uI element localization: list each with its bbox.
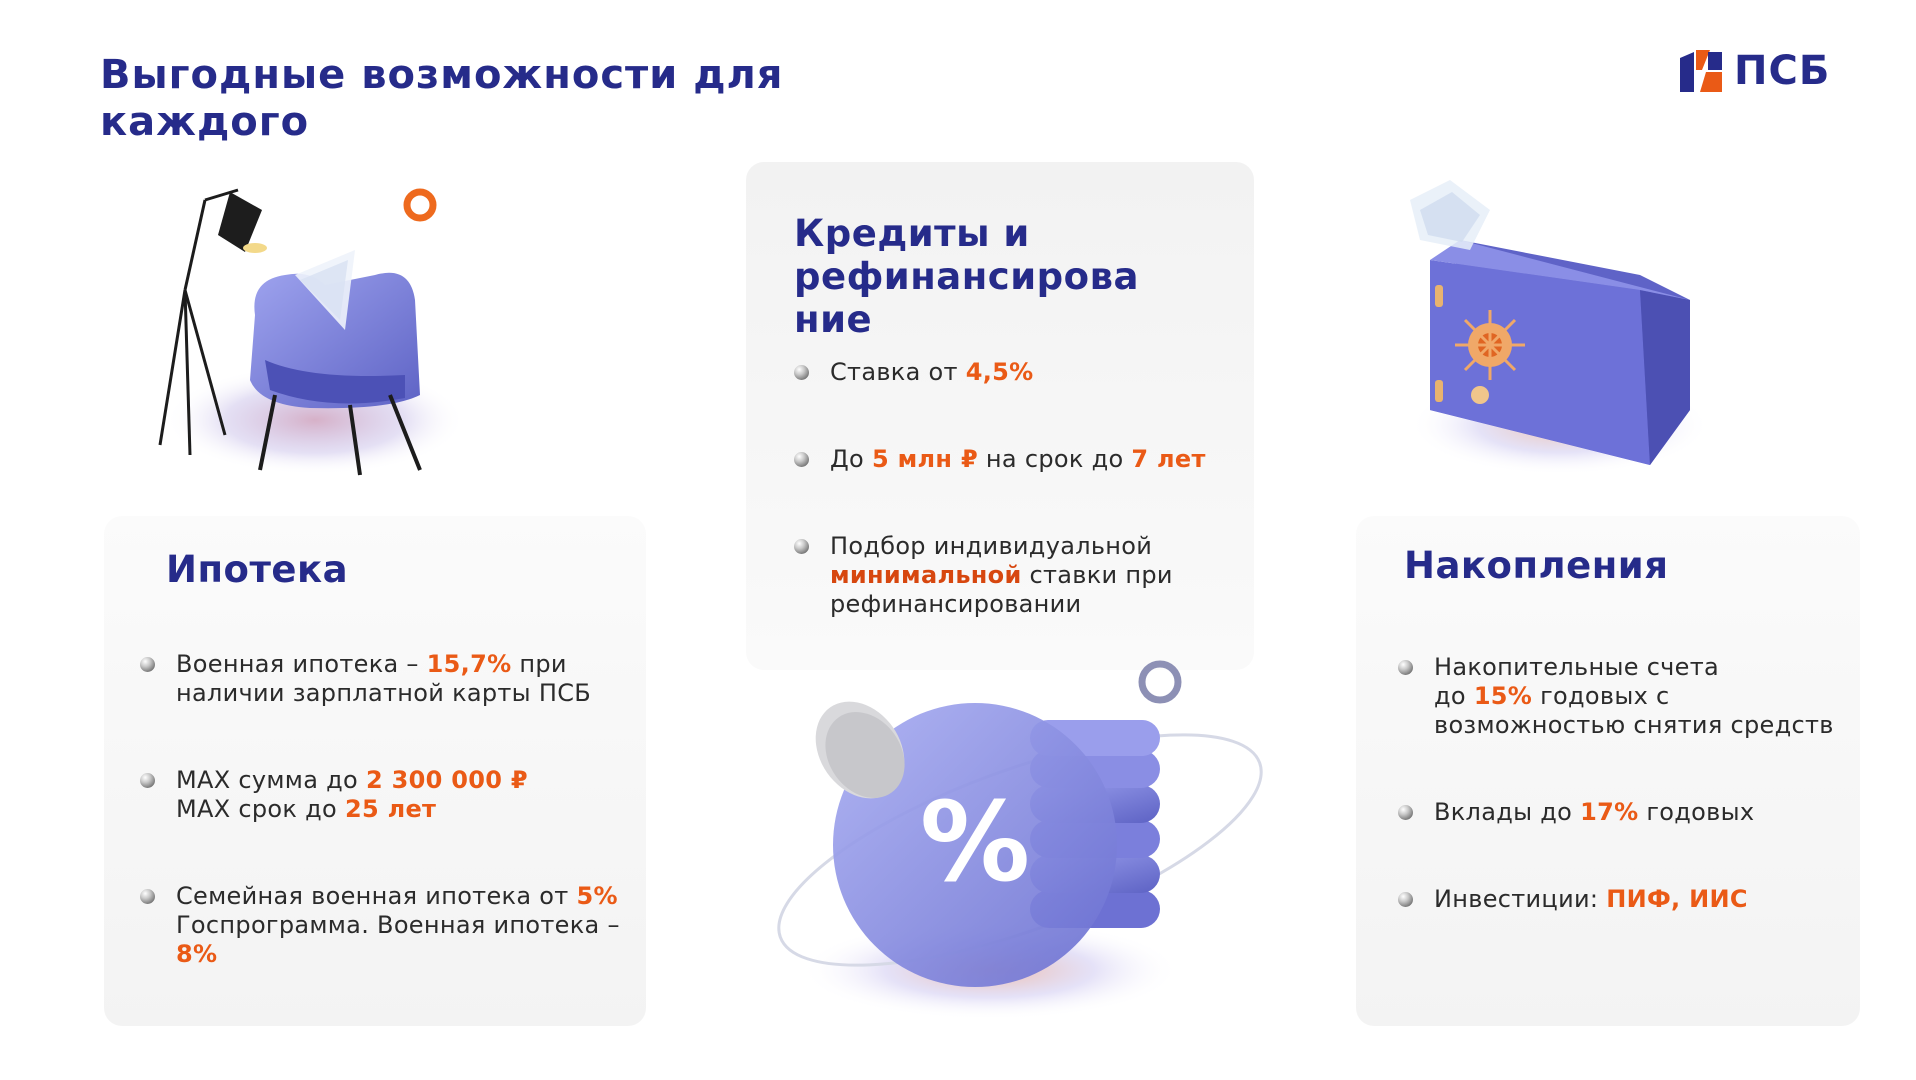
psb-logo-icon	[1680, 50, 1722, 92]
logo-text: ПСБ	[1734, 48, 1831, 94]
savings-item-investments: Инвестиции: ПИФ, ИИС	[1398, 885, 1848, 914]
bullet-icon	[140, 773, 155, 788]
mortgage-item-military: Военная ипотека – 15,7% при наличии зарп…	[140, 650, 620, 708]
credit-item-rate: Ставка от 4,5%	[794, 358, 1234, 387]
percent-coins-illustration: %	[777, 660, 1263, 1020]
savings-bullets: Накопительные счета до 15% годовых с воз…	[1398, 653, 1848, 914]
bullet-icon	[1398, 660, 1413, 675]
bullet-icon	[794, 365, 809, 380]
safe-illustration	[1410, 180, 1710, 475]
credit-card-title: Кредиты и рефинансирова ние	[794, 212, 1139, 341]
bullet-icon	[1398, 805, 1413, 820]
percent-symbol: %	[920, 778, 1030, 906]
bullet-icon	[794, 452, 809, 467]
bullet-icon	[140, 889, 155, 904]
psb-logo: ПСБ	[1678, 48, 1830, 94]
page-title-line2: каждого	[100, 99, 310, 145]
credit-bullets: Ставка от 4,5% До 5 млн ₽ на срок до 7 л…	[794, 358, 1234, 619]
savings-item-deposits: Вклады до 17% годовых	[1398, 798, 1848, 827]
credit-item-amount: До 5 млн ₽ на срок до 7 лет	[794, 445, 1234, 474]
savings-card-title: Накопления	[1404, 544, 1669, 587]
armchair-illustration	[158, 188, 465, 476]
mortgage-item-family: Семейная военная ипотека от 5% Госпрогра…	[140, 882, 620, 969]
savings-item-accounts: Накопительные счета до 15% годовых с воз…	[1398, 653, 1848, 740]
page-title: Выгодные возможности для каждого	[100, 52, 800, 146]
savings-card: Накопления Накопительные счета до 15% го…	[1356, 516, 1860, 1026]
credit-card: Кредиты и рефинансирова ние Ставка от 4,…	[746, 162, 1254, 670]
bullet-icon	[794, 539, 809, 554]
mortgage-item-max: MAX сумма до 2 300 000 ₽ MAX срок до 25 …	[140, 766, 620, 824]
mortgage-bullets: Военная ипотека – 15,7% при наличии зарп…	[140, 650, 620, 969]
mortgage-card-title: Ипотека	[166, 548, 349, 591]
bullet-icon	[1398, 892, 1413, 907]
mortgage-card: Ипотека Военная ипотека – 15,7% при нали…	[104, 516, 646, 1026]
credit-item-individual: Подбор индивидуальной минимальной ставки…	[794, 532, 1234, 619]
bullet-icon	[140, 657, 155, 672]
page-title-line1: Выгодные возможности для	[100, 52, 784, 98]
